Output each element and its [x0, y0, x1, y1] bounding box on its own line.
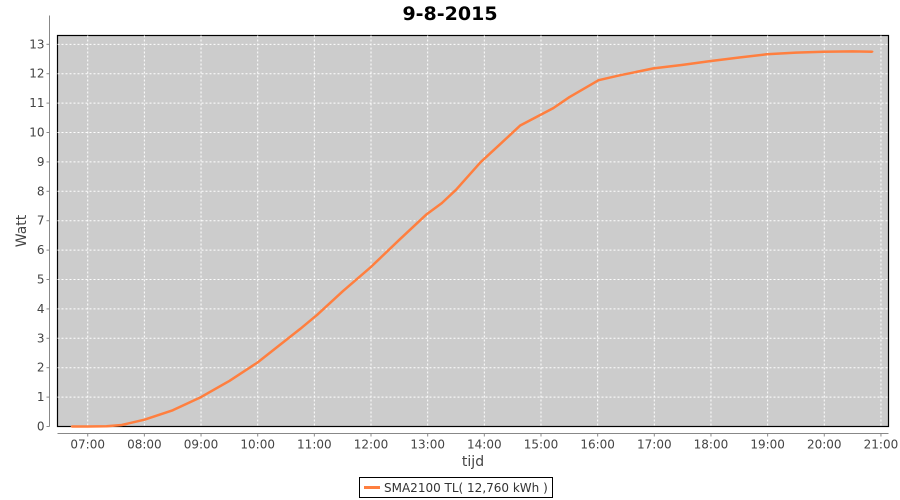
data-point [871, 50, 874, 53]
legend-label: SMA2100 TL( 12,760 kWh ) [384, 480, 548, 495]
y-tick-label: 12 [29, 67, 44, 81]
data-point [425, 213, 428, 216]
y-tick-label: 6 [37, 243, 45, 257]
legend: SMA2100 TL( 12,760 kWh ) [359, 477, 553, 498]
x-tick-label: 09:00 [184, 438, 219, 452]
grid-lines [57, 35, 889, 427]
data-point [765, 53, 768, 56]
data-point [171, 409, 174, 412]
x-tick-label: 13:00 [410, 438, 445, 452]
y-tick-label: 5 [37, 273, 45, 287]
data-point [455, 188, 458, 191]
y-tick-label: 11 [29, 96, 44, 110]
y-tick-label: 8 [37, 184, 45, 198]
data-point [440, 202, 443, 205]
x-tick-label: 19:00 [750, 438, 785, 452]
x-tick-label: 08:00 [127, 438, 162, 452]
y-axis-label: Watt [14, 214, 30, 247]
data-point [200, 396, 203, 399]
data-point [316, 313, 319, 316]
data-point [851, 50, 854, 53]
data-point [479, 161, 482, 164]
y-tick-label: 1 [37, 390, 45, 404]
data-point [70, 425, 73, 428]
plot-area [56, 34, 890, 428]
data-point [568, 96, 571, 99]
y-tick-label: 3 [37, 331, 45, 345]
x-tick-label: 20:00 [807, 438, 842, 452]
data-point [86, 425, 89, 428]
x-tick-label: 14:00 [467, 438, 502, 452]
y-tick-label: 10 [29, 126, 44, 140]
x-tick-label: 10:00 [240, 438, 275, 452]
series-layer [70, 50, 874, 428]
legend-swatch [364, 486, 380, 489]
data-point [619, 74, 622, 77]
data-point [398, 238, 401, 241]
x-tick-label: 17:00 [637, 438, 672, 452]
data-point [681, 63, 684, 66]
data-point [652, 67, 655, 70]
x-tick-label: 07:00 [70, 438, 105, 452]
x-tick-label: 21:00 [864, 438, 899, 452]
y-tick-label: 7 [37, 214, 45, 228]
y-tick-label: 4 [37, 302, 45, 316]
data-point [256, 361, 259, 364]
data-point [709, 60, 712, 63]
y-tick-label: 2 [37, 361, 45, 375]
data-point [105, 425, 108, 428]
x-tick-label: 15:00 [524, 438, 559, 452]
y-tick-label: 13 [29, 37, 44, 51]
data-point [228, 379, 231, 382]
x-tick-label: 18:00 [694, 438, 729, 452]
data-point [738, 56, 741, 59]
x-axis-label: tijd [462, 454, 484, 470]
data-point [497, 144, 500, 147]
y-tick-label: 9 [37, 155, 45, 169]
y-tick-label: 0 [37, 420, 45, 434]
data-point [143, 418, 146, 421]
data-point [794, 51, 797, 54]
x-tick-label: 11:00 [297, 438, 332, 452]
data-point [341, 290, 344, 293]
x-tick-label: 12:00 [354, 438, 389, 452]
data-point [597, 79, 600, 82]
data-point [822, 50, 825, 53]
x-tick-label: 16:00 [580, 438, 615, 452]
data-point [519, 124, 522, 127]
data-point [299, 327, 302, 330]
data-point [370, 265, 373, 268]
chart-title: 9-8-2015 [402, 3, 498, 25]
data-point [120, 424, 123, 427]
data-point [552, 107, 555, 110]
